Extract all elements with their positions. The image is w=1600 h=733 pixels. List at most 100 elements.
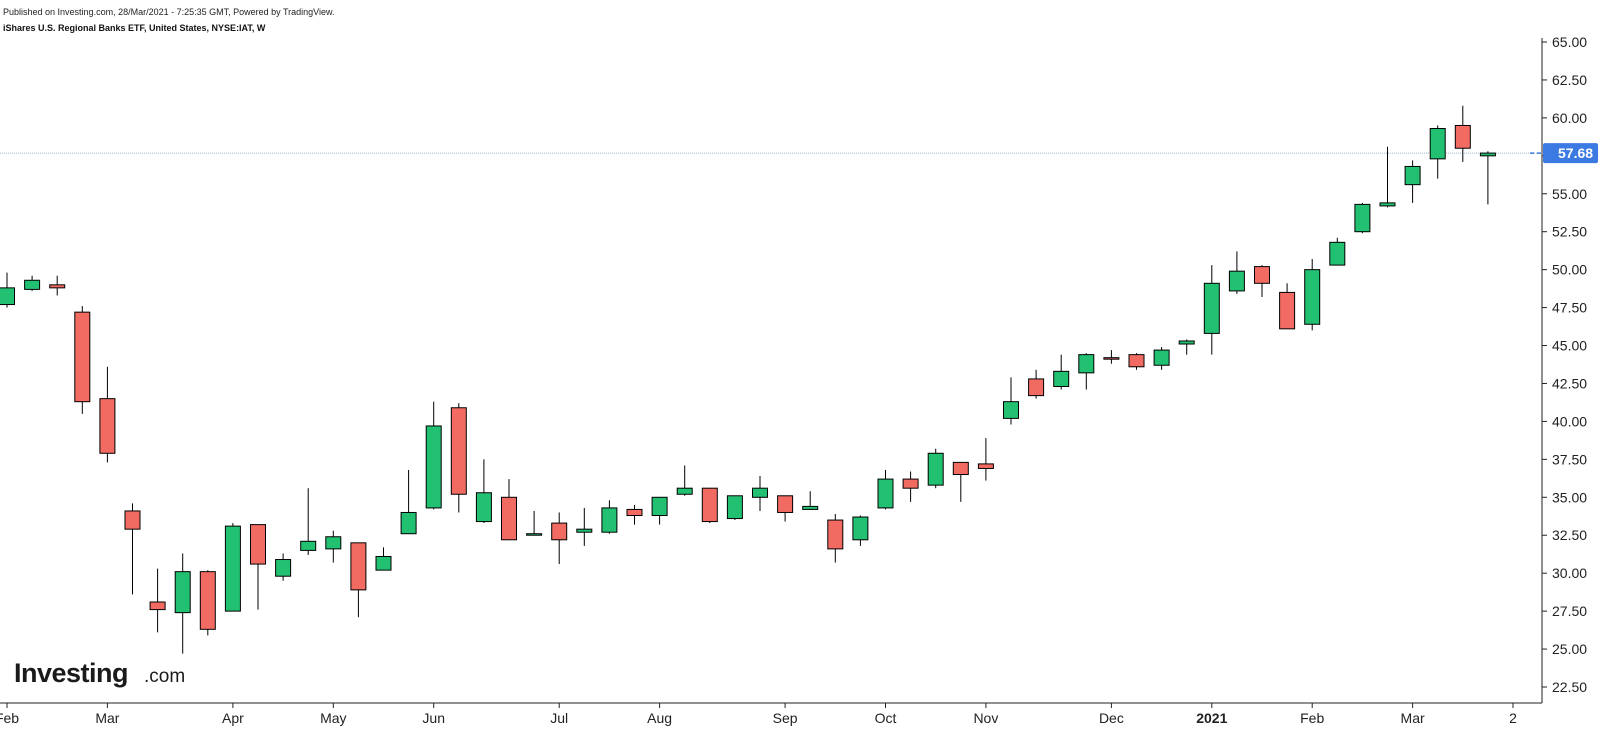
candle <box>952 461 969 502</box>
candle-body <box>777 495 794 513</box>
candle-body <box>626 508 643 517</box>
candle <box>1053 354 1070 390</box>
candles-layer <box>0 105 1496 654</box>
candle-body <box>1254 266 1270 284</box>
candle <box>1479 151 1496 205</box>
candle-body <box>977 463 994 469</box>
candle-body <box>124 510 141 530</box>
y-tick-label: 47.50 <box>1552 300 1587 316</box>
candle-body <box>651 496 668 517</box>
y-tick-label: 62.50 <box>1552 72 1587 88</box>
candle-body <box>1078 354 1095 374</box>
y-axis-ticks: 65.0062.5060.0057.5055.0052.5050.0047.50… <box>1542 34 1587 695</box>
candle <box>802 491 819 510</box>
candle-body <box>1454 124 1471 149</box>
candle <box>300 488 317 555</box>
candle-body <box>174 571 191 614</box>
candle-body <box>1304 269 1321 325</box>
candle-body <box>49 284 66 289</box>
x-tick-label: Sep <box>773 710 798 726</box>
candle-body <box>1028 378 1045 397</box>
candle-body <box>852 516 869 541</box>
candle-body <box>1153 349 1170 366</box>
candle-body <box>1429 128 1446 160</box>
candle-body <box>149 601 166 611</box>
x-tick-label: Jul <box>550 710 568 726</box>
candle <box>0 272 15 308</box>
candle-body <box>74 311 91 403</box>
x-tick-label: Feb <box>1300 710 1324 726</box>
candle-body <box>601 507 618 533</box>
candle-body <box>576 528 593 533</box>
candle-body <box>1128 354 1145 368</box>
candle <box>149 568 166 633</box>
candle <box>375 547 392 571</box>
y-tick-label: 45.00 <box>1552 338 1587 354</box>
candle-body <box>1404 165 1421 186</box>
candle-body <box>1354 203 1371 233</box>
candle-body <box>1479 152 1496 157</box>
candle <box>1329 237 1346 266</box>
candle <box>350 542 367 618</box>
candle <box>1454 105 1471 162</box>
candle-body <box>676 487 693 495</box>
candle <box>199 570 216 636</box>
candle <box>1429 125 1446 179</box>
x-tick-label: Dec <box>1099 710 1124 726</box>
candle <box>124 503 141 595</box>
x-tick-label: Mar <box>95 710 119 726</box>
candle-body <box>1203 282 1220 334</box>
y-tick-label: 25.00 <box>1552 641 1587 657</box>
published-caption: Published on Investing.com, 28/Mar/2021 … <box>3 7 335 17</box>
candle <box>325 530 342 563</box>
candle <box>777 495 794 522</box>
candle-body <box>827 519 844 550</box>
x-tick-label: Aug <box>647 710 672 726</box>
candle-body <box>300 540 317 551</box>
candle <box>651 496 668 525</box>
logo-wordmark: Investing <box>14 658 128 688</box>
x-tick-label: May <box>320 710 346 726</box>
x-tick-label: Jun <box>422 710 445 726</box>
x-tick-label: 2021 <box>1196 710 1227 726</box>
candle-body <box>1178 340 1195 345</box>
candle <box>1354 202 1371 234</box>
candle-body <box>1329 241 1346 266</box>
candle <box>1178 339 1195 355</box>
candle <box>1028 369 1045 399</box>
y-tick-label: 52.50 <box>1552 224 1587 240</box>
x-axis-ticks: Feb Mar Apr May Jun Jul Aug Sep Oct Nov Dec 2021 Feb… <box>0 703 1517 726</box>
candle <box>551 512 568 565</box>
candle <box>576 507 593 546</box>
candle <box>601 500 618 534</box>
candle-body <box>526 533 543 536</box>
candle-body <box>450 407 467 495</box>
candle <box>1078 353 1095 390</box>
candle <box>1404 160 1421 203</box>
candle <box>827 513 844 563</box>
candle-body <box>425 425 442 509</box>
candle-body <box>726 495 743 520</box>
candle-body <box>250 524 266 565</box>
logo-suffix: .com <box>144 666 185 687</box>
candle <box>425 401 442 510</box>
candle <box>877 469 894 510</box>
candle <box>450 403 467 513</box>
x-tick-label: Feb <box>0 710 19 726</box>
candle-body <box>501 496 517 541</box>
candle-body <box>1379 202 1396 207</box>
x-tick-label: Oct <box>875 710 897 726</box>
candle <box>726 495 743 521</box>
y-tick-label: 22.50 <box>1552 679 1587 695</box>
candle-body <box>224 525 241 612</box>
candle-body <box>475 492 492 523</box>
candle <box>275 553 292 581</box>
candle-body <box>1103 357 1120 360</box>
candle <box>24 275 41 291</box>
candle <box>1379 146 1396 208</box>
candle <box>1128 353 1145 370</box>
candle-body <box>24 279 41 290</box>
y-tick-label: 35.00 <box>1552 489 1587 505</box>
candle <box>1279 283 1296 330</box>
